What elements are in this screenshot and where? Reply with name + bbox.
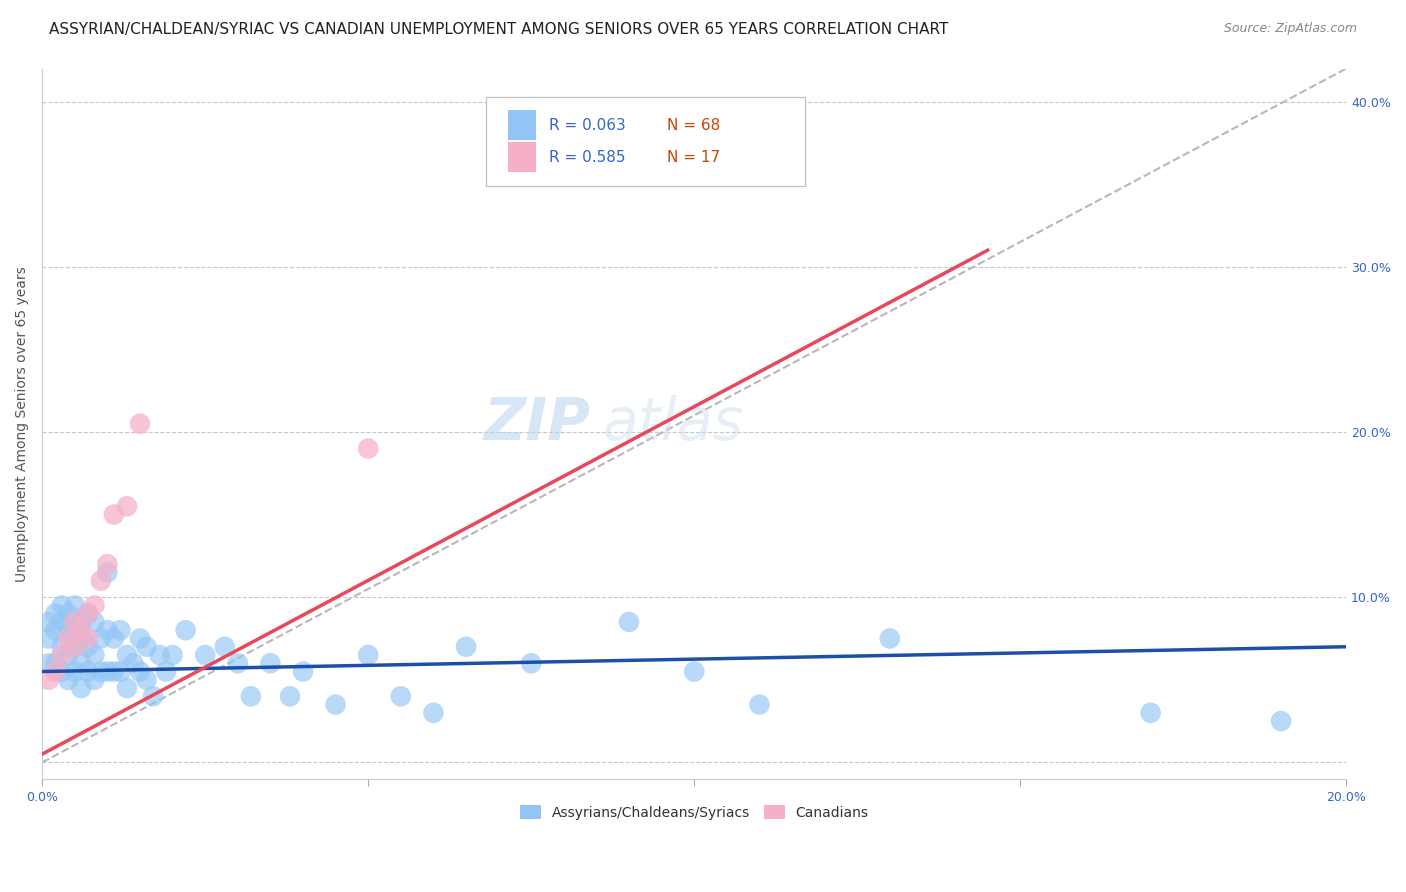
Point <box>44 665 66 679</box>
Point <box>76 607 98 621</box>
Point <box>44 624 66 638</box>
FancyBboxPatch shape <box>508 111 537 140</box>
Point <box>83 673 105 687</box>
Point <box>63 599 86 613</box>
Point <box>96 624 118 638</box>
Point <box>58 624 80 638</box>
Point <box>520 657 543 671</box>
Point <box>239 690 262 704</box>
Point <box>103 508 125 522</box>
Point <box>90 665 112 679</box>
Point <box>76 632 98 646</box>
Text: R = 0.063: R = 0.063 <box>550 118 626 133</box>
Point <box>96 566 118 580</box>
Point <box>96 665 118 679</box>
Point <box>174 624 197 638</box>
FancyBboxPatch shape <box>485 97 806 186</box>
Point <box>83 599 105 613</box>
Point <box>44 657 66 671</box>
Point <box>214 640 236 654</box>
Point <box>683 665 706 679</box>
Point <box>148 648 170 662</box>
Point <box>58 673 80 687</box>
Point <box>389 690 412 704</box>
FancyBboxPatch shape <box>508 143 537 172</box>
Point <box>44 607 66 621</box>
Text: N = 17: N = 17 <box>666 150 720 165</box>
Point <box>129 417 152 431</box>
Point <box>110 665 132 679</box>
Point <box>76 640 98 654</box>
Point <box>51 599 73 613</box>
Point <box>51 640 73 654</box>
Point <box>226 657 249 671</box>
Point <box>58 648 80 662</box>
Point <box>357 442 380 456</box>
Point <box>76 607 98 621</box>
Point <box>135 673 157 687</box>
Point <box>748 698 770 712</box>
Point <box>38 657 60 671</box>
Point <box>115 648 138 662</box>
Point <box>96 557 118 571</box>
Point <box>90 632 112 646</box>
Text: ASSYRIAN/CHALDEAN/SYRIAC VS CANADIAN UNEMPLOYMENT AMONG SENIORS OVER 65 YEARS CO: ASSYRIAN/CHALDEAN/SYRIAC VS CANADIAN UNE… <box>49 22 949 37</box>
Point <box>90 574 112 588</box>
Point <box>70 624 93 638</box>
Point <box>51 615 73 629</box>
Point <box>70 681 93 695</box>
Text: atlas: atlas <box>603 395 744 452</box>
Text: Source: ZipAtlas.com: Source: ZipAtlas.com <box>1223 22 1357 36</box>
Point <box>110 624 132 638</box>
Point <box>115 681 138 695</box>
Point <box>103 665 125 679</box>
Point <box>63 640 86 654</box>
Point <box>63 665 86 679</box>
Text: N = 68: N = 68 <box>666 118 720 133</box>
Point <box>357 648 380 662</box>
Point <box>70 657 93 671</box>
Point <box>51 665 73 679</box>
Point <box>58 607 80 621</box>
Point <box>76 665 98 679</box>
Point <box>194 648 217 662</box>
Point <box>1270 714 1292 728</box>
Point <box>135 640 157 654</box>
Point <box>142 690 165 704</box>
Point <box>292 665 315 679</box>
Point <box>38 632 60 646</box>
Point <box>83 648 105 662</box>
Point <box>122 657 145 671</box>
Point <box>63 624 86 638</box>
Point <box>325 698 347 712</box>
Point <box>683 169 706 183</box>
Point <box>129 665 152 679</box>
Point <box>1139 706 1161 720</box>
Point <box>422 706 444 720</box>
Point <box>879 632 901 646</box>
Point <box>51 648 73 662</box>
Point <box>617 615 640 629</box>
Y-axis label: Unemployment Among Seniors over 65 years: Unemployment Among Seniors over 65 years <box>15 266 30 582</box>
Point <box>155 665 177 679</box>
Point <box>103 632 125 646</box>
Point <box>70 615 93 629</box>
Point <box>70 632 93 646</box>
Point <box>38 615 60 629</box>
Point <box>129 632 152 646</box>
Point <box>115 500 138 514</box>
Point <box>454 640 477 654</box>
Text: ZIP: ZIP <box>484 395 591 452</box>
Text: R = 0.585: R = 0.585 <box>550 150 626 165</box>
Point <box>259 657 281 671</box>
Point <box>63 640 86 654</box>
Point <box>58 632 80 646</box>
Point <box>63 615 86 629</box>
Legend: Assyrians/Chaldeans/Syriacs, Canadians: Assyrians/Chaldeans/Syriacs, Canadians <box>515 799 875 825</box>
Point <box>162 648 184 662</box>
Point <box>83 615 105 629</box>
Point <box>38 673 60 687</box>
Point <box>278 690 301 704</box>
